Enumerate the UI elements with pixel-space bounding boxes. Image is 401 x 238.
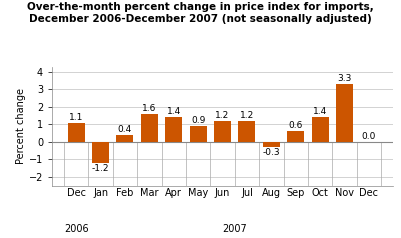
Text: 3.3: 3.3	[337, 74, 352, 83]
Text: 1.6: 1.6	[142, 104, 156, 113]
Bar	[92, 142, 109, 163]
Text: 1.4: 1.4	[167, 107, 181, 116]
Bar	[141, 114, 158, 142]
Text: 1.4: 1.4	[313, 107, 327, 116]
Text: -0.3: -0.3	[263, 148, 280, 157]
Bar	[312, 117, 329, 142]
Bar	[190, 126, 207, 142]
Text: 0.4: 0.4	[118, 125, 132, 134]
Text: 0.6: 0.6	[289, 121, 303, 130]
Bar	[239, 121, 255, 142]
Text: 0.0: 0.0	[362, 132, 376, 141]
Bar	[336, 84, 353, 142]
Bar	[263, 142, 280, 147]
Y-axis label: Percent change: Percent change	[16, 88, 26, 164]
Text: 2006: 2006	[64, 224, 89, 234]
Bar	[165, 117, 182, 142]
Bar	[116, 135, 134, 142]
Text: 1.2: 1.2	[215, 111, 230, 120]
Text: 1.1: 1.1	[69, 113, 83, 122]
Text: Over-the-month percent change in price index for imports,
December 2006-December: Over-the-month percent change in price i…	[27, 2, 374, 24]
Bar	[214, 121, 231, 142]
Text: 2007: 2007	[223, 224, 247, 234]
Text: -1.2: -1.2	[92, 164, 109, 173]
Text: 1.2: 1.2	[240, 111, 254, 120]
Bar	[68, 123, 85, 142]
Text: 0.9: 0.9	[191, 116, 205, 125]
Bar	[287, 131, 304, 142]
